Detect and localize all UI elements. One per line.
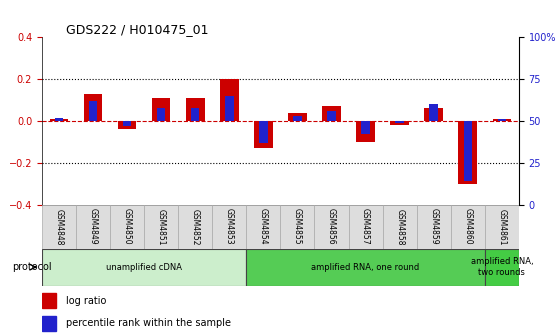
Bar: [356, 121, 375, 142]
Bar: [118, 121, 136, 129]
Bar: [42, 249, 246, 286]
Bar: [464, 121, 472, 181]
Bar: [123, 121, 131, 126]
Bar: [485, 205, 519, 249]
Text: GSM4849: GSM4849: [89, 208, 98, 245]
Bar: [225, 96, 234, 121]
Bar: [246, 249, 485, 286]
Bar: [144, 205, 178, 249]
Bar: [50, 119, 68, 121]
Bar: [322, 106, 341, 121]
Bar: [280, 205, 315, 249]
Bar: [498, 119, 506, 121]
Bar: [110, 205, 144, 249]
Text: GSM4855: GSM4855: [293, 208, 302, 245]
Text: GSM4857: GSM4857: [361, 208, 370, 245]
Bar: [349, 205, 383, 249]
Text: GSM4856: GSM4856: [327, 208, 336, 245]
Bar: [362, 121, 370, 134]
Bar: [396, 121, 404, 123]
Text: GSM4858: GSM4858: [395, 209, 404, 245]
Bar: [254, 121, 273, 148]
Bar: [293, 116, 302, 121]
Text: unamplified cDNA: unamplified cDNA: [106, 263, 182, 271]
Text: GSM4854: GSM4854: [259, 208, 268, 245]
Bar: [288, 113, 307, 121]
Text: GDS222 / H010475_01: GDS222 / H010475_01: [66, 23, 208, 36]
Text: GSM4853: GSM4853: [225, 208, 234, 245]
Bar: [191, 108, 199, 121]
Text: GSM4850: GSM4850: [123, 208, 132, 245]
Bar: [451, 205, 485, 249]
Text: percentile rank within the sample: percentile rank within the sample: [66, 319, 230, 328]
Text: protocol: protocol: [12, 262, 52, 272]
Bar: [84, 94, 102, 121]
Bar: [315, 205, 349, 249]
Text: amplified RNA,
two rounds: amplified RNA, two rounds: [470, 257, 533, 277]
Bar: [493, 119, 511, 121]
Text: GSM4860: GSM4860: [463, 208, 472, 245]
Bar: [89, 101, 97, 121]
Bar: [42, 316, 56, 331]
Bar: [430, 104, 438, 121]
Bar: [76, 205, 110, 249]
Text: log ratio: log ratio: [66, 296, 106, 306]
Bar: [417, 205, 451, 249]
Text: GSM4851: GSM4851: [157, 209, 166, 245]
Bar: [178, 205, 212, 249]
Text: GSM4852: GSM4852: [191, 209, 200, 245]
Bar: [383, 205, 417, 249]
Bar: [55, 118, 63, 121]
Bar: [157, 108, 165, 121]
Text: GSM4848: GSM4848: [54, 209, 64, 245]
Bar: [459, 121, 477, 184]
Bar: [246, 205, 280, 249]
Bar: [327, 111, 336, 121]
Bar: [152, 98, 171, 121]
Bar: [259, 121, 268, 143]
Bar: [425, 108, 443, 121]
Bar: [42, 293, 56, 308]
Text: GSM4859: GSM4859: [429, 208, 438, 245]
Bar: [186, 98, 205, 121]
Bar: [485, 249, 519, 286]
Bar: [42, 205, 76, 249]
Bar: [212, 205, 246, 249]
Text: amplified RNA, one round: amplified RNA, one round: [311, 263, 420, 271]
Bar: [220, 79, 239, 121]
Text: GSM4861: GSM4861: [497, 209, 507, 245]
Bar: [390, 121, 409, 125]
